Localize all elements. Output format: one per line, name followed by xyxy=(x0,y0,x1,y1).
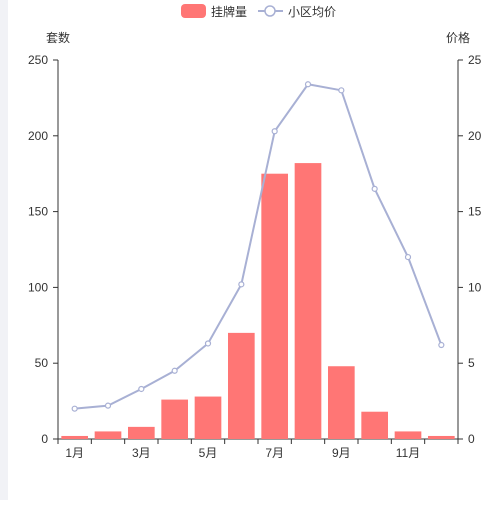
legend-marker-avg-price xyxy=(264,5,276,17)
line-series-avg-price xyxy=(71,81,445,412)
bar-listings[interactable] xyxy=(394,431,422,439)
y-left-ticks: 0 50 100 150 200 250 xyxy=(28,53,58,446)
y-left-tick-label: 250 xyxy=(28,53,48,67)
legend-item-avg-price[interactable]: 小区均价 xyxy=(258,5,336,19)
y-right-tick-label: 0 xyxy=(468,432,475,446)
line-point-avg-price[interactable] xyxy=(404,253,412,261)
left-edge-strip xyxy=(0,0,8,500)
y-left-tick-label: 150 xyxy=(28,205,48,219)
line-point-avg-price[interactable] xyxy=(371,185,378,192)
y-right-tick-label: 15 xyxy=(468,205,482,219)
line-point-avg-price[interactable] xyxy=(338,87,345,94)
bar-listings[interactable] xyxy=(228,332,255,439)
bar-listings[interactable] xyxy=(428,435,455,439)
legend-item-listings[interactable]: 挂牌量 xyxy=(181,4,247,19)
line-point-avg-price[interactable] xyxy=(138,385,145,393)
y-left-axis-title: 套数 xyxy=(46,30,70,45)
bar-series-listings xyxy=(61,163,455,439)
bar-listings[interactable] xyxy=(361,411,388,439)
y-right-ticks: 0 5 10 15 20 25 xyxy=(458,53,482,446)
y-right-tick-label: 25 xyxy=(468,53,482,67)
legend: 挂牌量 小区均价 xyxy=(181,4,336,19)
line-point-avg-price[interactable] xyxy=(438,341,445,349)
bar-listings[interactable] xyxy=(328,366,355,439)
bar-listings[interactable] xyxy=(261,173,288,439)
y-right-tick-label: 20 xyxy=(468,129,482,143)
y-left-tick-label: 50 xyxy=(35,356,49,370)
line-point-avg-price[interactable] xyxy=(238,281,245,288)
x-tick-label: 1月 xyxy=(65,446,84,460)
bar-listings[interactable] xyxy=(128,426,155,439)
legend-swatch-listings xyxy=(181,4,206,18)
line-point-avg-price[interactable] xyxy=(271,128,278,135)
bar-listings[interactable] xyxy=(161,399,188,439)
line-point-avg-price[interactable] xyxy=(204,340,212,347)
bar-listings[interactable] xyxy=(94,431,122,439)
x-tick-label: 11月 xyxy=(396,446,420,460)
y-right-tick-label: 5 xyxy=(468,356,475,370)
bar-listings[interactable] xyxy=(294,163,322,439)
legend-label-avg-price: 小区均价 xyxy=(288,5,336,19)
bar-listings[interactable] xyxy=(194,396,222,439)
line-path-avg-price xyxy=(74,83,443,410)
y-left-tick-label: 100 xyxy=(28,280,48,294)
x-tick-label: 5月 xyxy=(199,446,218,460)
y-right-axis-title: 价格 xyxy=(446,30,470,45)
line-point-avg-price[interactable] xyxy=(304,81,312,88)
y-left-tick-label: 200 xyxy=(28,129,48,143)
x-tick-label: 7月 xyxy=(265,446,284,460)
y-left-tick-label: 0 xyxy=(41,432,48,446)
bar-listings[interactable] xyxy=(61,435,88,439)
legend-label-listings: 挂牌量 xyxy=(211,5,247,19)
line-point-avg-price[interactable] xyxy=(171,367,178,374)
x-tick-label: 3月 xyxy=(132,446,151,460)
x-tick-label: 9月 xyxy=(332,446,351,460)
x-ticks: 1月 3月 5月 7月 9月 11月 xyxy=(57,439,459,460)
line-point-avg-price[interactable] xyxy=(71,405,78,412)
line-point-avg-price[interactable] xyxy=(104,402,112,409)
y-right-tick-label: 10 xyxy=(468,280,482,294)
